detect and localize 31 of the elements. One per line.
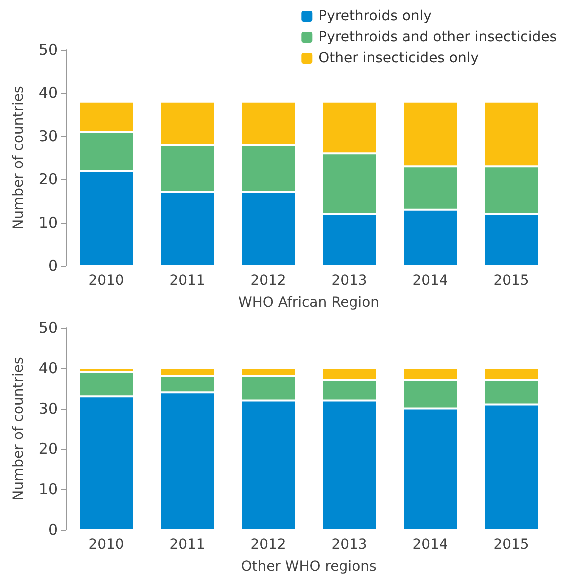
y-tick-label: 20 [38,440,58,458]
y-tick-label: 40 [38,84,58,102]
y-tick-label: 10 [38,214,58,232]
x-tick-label: 2014 [412,273,448,289]
y-tick-label: 20 [38,170,58,189]
legend-label: Pyrethroids only [318,8,432,24]
y-tick-label: 0 [48,521,58,539]
y-tick-label: 30 [38,127,58,146]
x-tick-label: 2012 [250,537,286,553]
legend-label: Pyrethroids and other insecticides [318,30,558,46]
x-tick-label: 2011 [170,273,206,289]
y-tick-label: 30 [38,400,58,418]
x-tick-label: 2012 [250,273,286,289]
x-tick-label: 2011 [170,537,206,553]
x-axis-title: Other WHO regions [241,559,377,575]
y-tick-label: 50 [38,319,58,337]
x-tick-label: 2014 [412,537,448,553]
y-axis-title: Number of countries [11,86,27,230]
y-tick-label: 10 [38,480,58,499]
x-axis-title: WHO African Region [238,295,380,311]
y-tick-label: 50 [38,41,58,59]
x-tick-label: 2015 [494,537,530,553]
x-tick-label: 2013 [332,537,368,553]
x-tick-label: 2015 [494,273,530,289]
y-tick-label: 40 [38,359,58,378]
legend-label: Other insecticides only [318,50,480,66]
x-tick-label: 2010 [88,273,124,289]
x-tick-label: 2013 [332,273,368,289]
y-axis-title: Number of countries [11,357,27,501]
x-tick-label: 2010 [88,537,124,553]
y-tick-label: 0 [48,257,58,275]
